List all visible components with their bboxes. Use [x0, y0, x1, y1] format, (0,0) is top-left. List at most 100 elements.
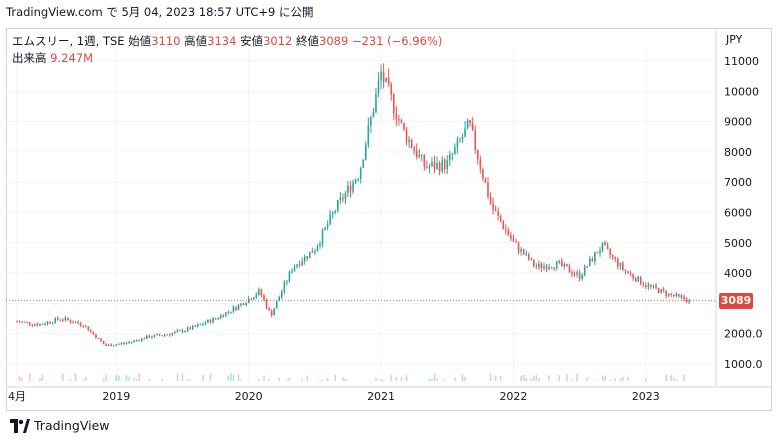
legend-high: 3134 — [207, 34, 237, 48]
volume-bar — [604, 376, 606, 381]
candle-body — [179, 330, 181, 332]
candle-body — [594, 252, 596, 262]
candle-body — [606, 245, 609, 249]
candlestick-chart[interactable]: 1000.02000.03000400050006000700080009000… — [6, 28, 772, 411]
volume-bar — [499, 375, 502, 381]
candle-body — [418, 155, 421, 158]
footer-brand[interactable]: TradingView — [10, 418, 110, 433]
volume-bar — [433, 373, 436, 381]
tradingview-logo-icon — [10, 418, 30, 433]
candle-body — [581, 275, 583, 279]
currency-label[interactable]: JPY — [726, 33, 743, 46]
candle-body — [250, 298, 253, 300]
volume-bar — [28, 373, 31, 381]
volume-bar — [586, 377, 589, 381]
candle-body — [247, 298, 250, 304]
candle-body — [489, 196, 492, 204]
volume-bar — [566, 374, 568, 381]
volume-bar — [135, 379, 138, 381]
candle-body — [387, 77, 390, 85]
candle-body — [558, 261, 561, 263]
candle-body — [550, 267, 553, 269]
y-tick-label: 8000 — [724, 146, 752, 159]
candle-body — [395, 113, 398, 120]
candle-body — [426, 166, 428, 168]
candle-body — [278, 297, 281, 302]
volume-bar — [489, 373, 492, 381]
y-tick-label: 10000 — [724, 85, 759, 98]
candle-body — [512, 238, 515, 242]
candle-body — [242, 303, 245, 305]
candle-body — [189, 327, 191, 330]
candle-body — [357, 179, 359, 181]
candle-body — [627, 271, 629, 274]
volume-bar — [380, 379, 382, 381]
candle-body — [342, 197, 344, 200]
candle-body — [105, 344, 107, 346]
candle-body — [443, 159, 446, 170]
candle-body — [291, 271, 293, 273]
candle-body — [601, 242, 604, 251]
candle-body — [214, 318, 217, 320]
candle-body — [466, 120, 469, 129]
volume-bar — [428, 378, 431, 381]
volume-bar — [230, 373, 232, 381]
volume-bar — [334, 374, 337, 381]
candle-body — [217, 318, 219, 320]
candle-body — [629, 273, 632, 275]
candle-body — [54, 318, 57, 323]
candle-body — [454, 147, 456, 154]
candle-body — [525, 253, 527, 255]
candle-body — [349, 185, 352, 192]
candle-body — [230, 311, 232, 313]
candle-body — [283, 282, 286, 292]
volume-bar — [673, 378, 675, 381]
candle-body — [678, 293, 680, 296]
volume-bar — [522, 374, 525, 381]
volume-bar — [161, 378, 163, 381]
volume-bar — [571, 379, 573, 381]
candle-body — [128, 342, 130, 344]
legend-open: 3110 — [151, 34, 181, 48]
candle-body — [372, 112, 375, 118]
volume-bar — [576, 373, 578, 381]
candle-body — [199, 324, 202, 326]
candle-body — [321, 229, 324, 244]
candle-body — [505, 228, 507, 231]
candle-body — [436, 162, 438, 169]
volume-bar — [558, 375, 561, 381]
candle-body — [375, 93, 377, 113]
candle-body — [461, 136, 464, 140]
candle-body — [619, 263, 622, 267]
y-tick-label: 2000.0 — [724, 328, 763, 341]
candle-body — [326, 224, 329, 228]
legend-volume-label: 出来高 — [12, 51, 47, 65]
candle-body — [642, 284, 645, 286]
candle-body — [487, 182, 489, 197]
candle-body — [235, 306, 237, 310]
candle-body — [222, 315, 225, 317]
candle-body — [107, 344, 110, 346]
volume-bar — [454, 377, 456, 381]
candle-body — [494, 209, 497, 212]
volume-bar — [69, 378, 72, 381]
candle-body — [553, 268, 555, 270]
candle-body — [527, 253, 530, 260]
candle-body — [347, 185, 349, 193]
candle-body — [482, 169, 484, 179]
candle-body — [112, 345, 115, 347]
volume-bar — [268, 379, 270, 381]
candle-body — [212, 318, 214, 323]
volume-bar — [128, 376, 130, 381]
candle-body — [415, 150, 418, 158]
candle-body — [110, 344, 113, 347]
candle-body — [413, 147, 415, 151]
candle-body — [497, 211, 499, 216]
candle-body — [240, 303, 242, 306]
candle-body — [74, 322, 77, 324]
candle-body — [275, 301, 278, 309]
candle-body — [133, 340, 135, 342]
y-tick-label: 11000 — [724, 55, 759, 68]
candle-body — [538, 263, 540, 268]
candle-body — [51, 322, 54, 324]
